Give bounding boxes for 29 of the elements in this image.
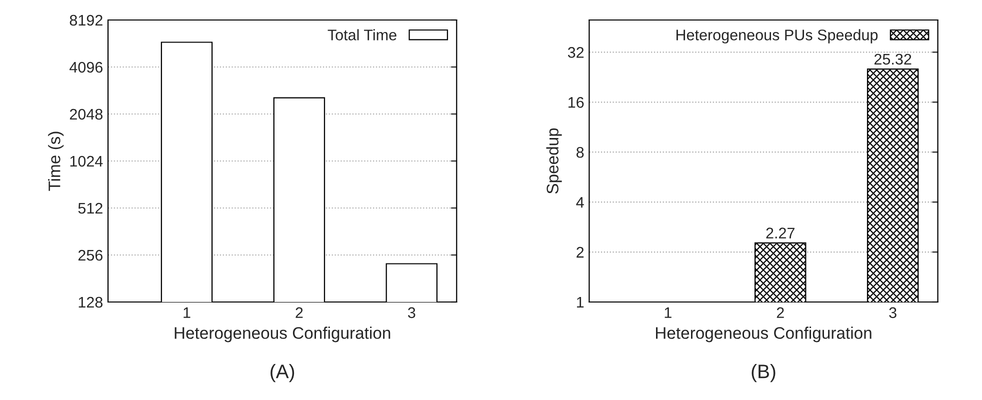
x-tick-label: 2 xyxy=(296,307,303,318)
x-axis-title: Heterogeneous Configuration xyxy=(656,326,872,342)
y-axis-title: Time (s) xyxy=(48,132,64,191)
y-tick-label: 32 xyxy=(568,47,584,58)
y-tick-label: 4 xyxy=(576,197,584,208)
data-label: 25.32 xyxy=(874,54,912,65)
x-tick-label: 3 xyxy=(889,307,896,318)
text: (B) xyxy=(752,364,776,382)
y-tick-label: 512 xyxy=(78,202,102,214)
y-tick-label: 2048 xyxy=(70,108,102,120)
y-tick-label: 16 xyxy=(568,97,584,108)
text: (A) xyxy=(270,364,294,382)
y-tick-label: 4096 xyxy=(70,62,102,73)
y-tick-label: 1024 xyxy=(70,156,103,167)
y-tick-label: 1 xyxy=(577,297,584,308)
legend-label: Total Time xyxy=(328,29,396,40)
y-axis-title: Speedup xyxy=(546,128,562,194)
x-tick-label: 3 xyxy=(408,307,416,318)
x-tick-label: 1 xyxy=(664,307,672,318)
legend-label: Heterogeneous PUs Speedup xyxy=(676,29,878,44)
data-label: 2.27 xyxy=(766,228,794,238)
x-tick-label: 1 xyxy=(184,307,190,318)
y-tick-label: 256 xyxy=(78,250,102,261)
y-tick-label: 8 xyxy=(576,146,584,158)
y-tick-label: 8192 xyxy=(70,14,102,26)
x-axis-title: Heterogeneous Configuration xyxy=(174,326,390,342)
y-tick-label: 2 xyxy=(576,246,584,258)
x-tick-label: 2 xyxy=(776,307,784,318)
y-tick-label: 128 xyxy=(78,296,102,308)
